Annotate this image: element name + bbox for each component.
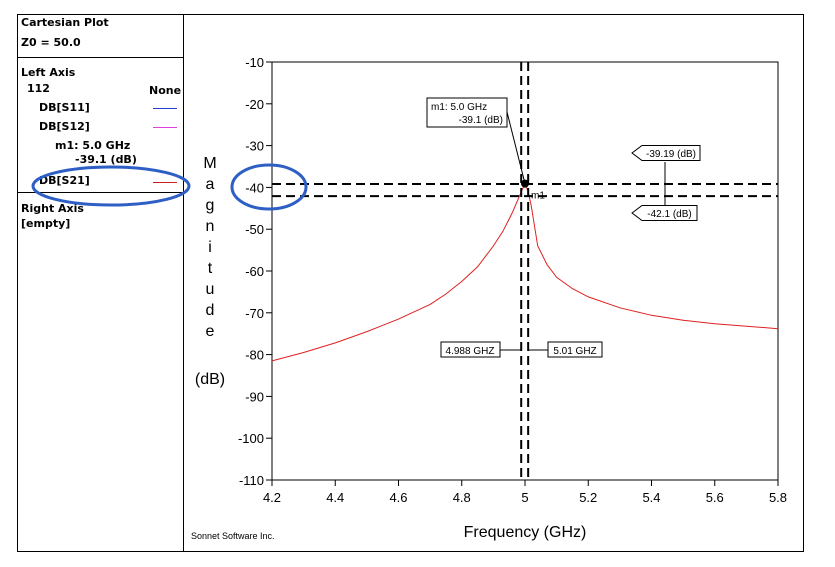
legend-item-s12[interactable]: DB[S12] (39, 120, 90, 133)
y-label-letter: g (206, 197, 215, 214)
y-label-letter: i (208, 239, 212, 256)
chart-frame (17, 14, 804, 552)
y-tick-label: -100 (238, 431, 264, 446)
x-tick-label: 5.2 (579, 490, 597, 505)
y-label-letter: e (206, 323, 215, 340)
plot-area (271, 61, 779, 481)
y-tick-label: -30 (245, 139, 264, 154)
legend-item-s21[interactable]: DB[S21] (39, 174, 90, 187)
marker-leader-line (506, 111, 526, 184)
y-tick-label: -70 (245, 306, 264, 321)
y-tick-label: -40 (245, 180, 264, 195)
y-label-letter: d (206, 302, 215, 319)
z0-value: Z0 = 50.0 (21, 36, 81, 49)
y-axis: -10 -20 -30 -40 -50 -60 -70 -80 -90 -100 -110 (238, 55, 272, 488)
y-tick-label: -50 (245, 222, 264, 237)
legend-item-s11[interactable]: DB[S11] (39, 101, 90, 114)
y-label-letter: t (208, 260, 213, 277)
y-tick-label: -110 (239, 473, 264, 488)
x-tick-label: 5.6 (706, 490, 724, 505)
marker-layer: m1: 5.0 GHz -39.1 (dB) m1 (426, 97, 545, 202)
x-tick-label: 4.6 (389, 490, 407, 505)
y-tick-label: -60 (245, 264, 264, 279)
x-tick-label: 5.8 (769, 490, 787, 505)
legend-marker-line2: -39.1 (dB) (75, 153, 137, 166)
v-line-label-left: 4.988 GHZ (446, 346, 495, 357)
highlight-circle-legend (31, 165, 191, 207)
marker-point[interactable] (521, 179, 529, 188)
highlight-circle-axis (230, 163, 308, 211)
series-layer (271, 182, 779, 362)
h-line-label-lower-box (631, 205, 698, 221)
y-tick-label: -80 (245, 348, 264, 363)
credit-text: Sonnet Software Inc. (191, 531, 275, 541)
x-tick-label: 4.8 (453, 490, 471, 505)
legend-swatch-s21 (153, 182, 177, 183)
left-axis-id: 112 (27, 82, 50, 95)
legend-marker-line1: m1: 5.0 GHz (55, 139, 131, 152)
h-line-label-lower-text: -42.1 (dB) (647, 209, 691, 220)
y-label-letter: u (206, 281, 215, 298)
right-axis-label: Right Axis (21, 202, 84, 215)
h-line-label-upper-text: -39.19 (dB) (646, 149, 696, 160)
x-tick-label: 4.2 (263, 490, 281, 505)
legend-panel: Cartesian Plot Z0 = 50.0 Left Axis 112 N… (17, 14, 184, 552)
y-label-letter: M (203, 155, 216, 172)
v-line-label-right: 5.01 GHZ (553, 346, 596, 357)
v-line-label-left-box (440, 341, 501, 358)
x-tick-label: 5 (521, 490, 528, 505)
y-tick-label: -90 (245, 389, 264, 404)
left-axis-label: Left Axis (21, 66, 76, 79)
y-tick-label: -20 (245, 97, 264, 112)
y-label-letter: a (206, 176, 215, 193)
y-label-unit: (dB) (195, 371, 225, 388)
x-axis: 4.2 4.4 4.6 4.8 5 5.2 5.4 5.6 5.8 (263, 480, 787, 505)
series-line-s21 (271, 182, 779, 362)
legend-swatch-s11 (153, 108, 177, 109)
x-axis-label: Frequency (GHz) (464, 524, 587, 541)
marker-label: m1 (531, 191, 545, 202)
marker-callout-line2: -39.1 (dB) (459, 115, 503, 126)
right-axis-value: [empty] (21, 217, 71, 230)
reference-lines: -39.19 (dB) -42.1 (dB) 4.988 GHZ 5.01 GHZ (272, 62, 778, 480)
x-tick-label: 4.4 (326, 490, 344, 505)
left-axis-none: None (149, 84, 182, 97)
legend-divider-2 (17, 192, 183, 193)
y-label-letter: n (206, 218, 215, 235)
marker-callout-line1: m1: 5.0 GHz (431, 102, 487, 113)
marker-callout-box (426, 97, 508, 128)
legend-divider-1 (17, 57, 183, 58)
legend-swatch-s12 (153, 127, 177, 128)
v-line-label-right-box (547, 341, 603, 358)
x-tick-label: 5.4 (642, 490, 660, 505)
h-line-label-upper-box (631, 145, 701, 161)
y-tick-label: -10 (245, 55, 264, 70)
legend-title: Cartesian Plot (21, 16, 109, 29)
